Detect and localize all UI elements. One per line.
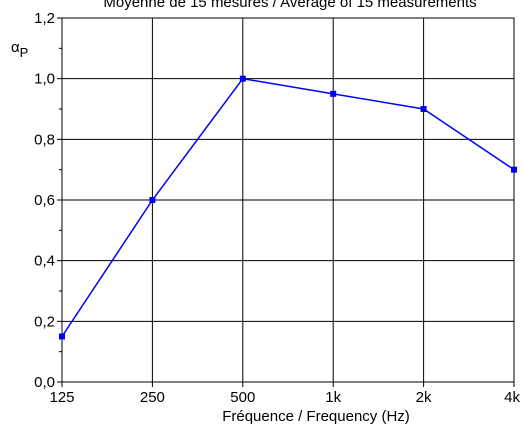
data-point <box>420 106 427 112</box>
y-tick-label: 0,4 <box>34 253 55 270</box>
y-axis-title-main: α <box>11 39 20 56</box>
grid <box>62 18 514 382</box>
data-point <box>511 166 517 173</box>
y-tick-label: 1,2 <box>34 10 55 27</box>
y-axis-title-sub: P <box>20 45 29 60</box>
y-tick-label: 0,6 <box>34 192 55 209</box>
series-line <box>61 77 515 337</box>
axis-ticks: 0,0 0,2 0,4 0,6 0,8 1,0 1,2 125 250 500 1k 2k 4k <box>34 10 520 406</box>
x-tick-label: 500 <box>230 389 255 406</box>
data-point <box>149 197 156 203</box>
y-tick-label: 1,0 <box>34 71 55 88</box>
series-layer <box>59 75 517 340</box>
x-tick-label: 4k <box>504 389 520 406</box>
x-tick-label: 250 <box>140 389 165 406</box>
y-tick-label: 0,0 <box>34 374 55 391</box>
data-point <box>59 333 65 340</box>
y-tick-label: 0,2 <box>34 313 55 330</box>
x-axis-title: Fréquence / Frequency (Hz) <box>222 408 410 425</box>
y-axis-title: αP <box>11 39 28 60</box>
x-tick-label: 125 <box>49 389 74 406</box>
data-point <box>330 90 337 97</box>
x-tick-label: 2k <box>416 389 432 406</box>
data-point <box>239 75 246 82</box>
x-tick-label: 1k <box>325 389 341 406</box>
y-tick-label: 0,8 <box>34 131 55 148</box>
chart-title: Moyenne de 15 mesures / Average of 15 me… <box>103 0 476 11</box>
